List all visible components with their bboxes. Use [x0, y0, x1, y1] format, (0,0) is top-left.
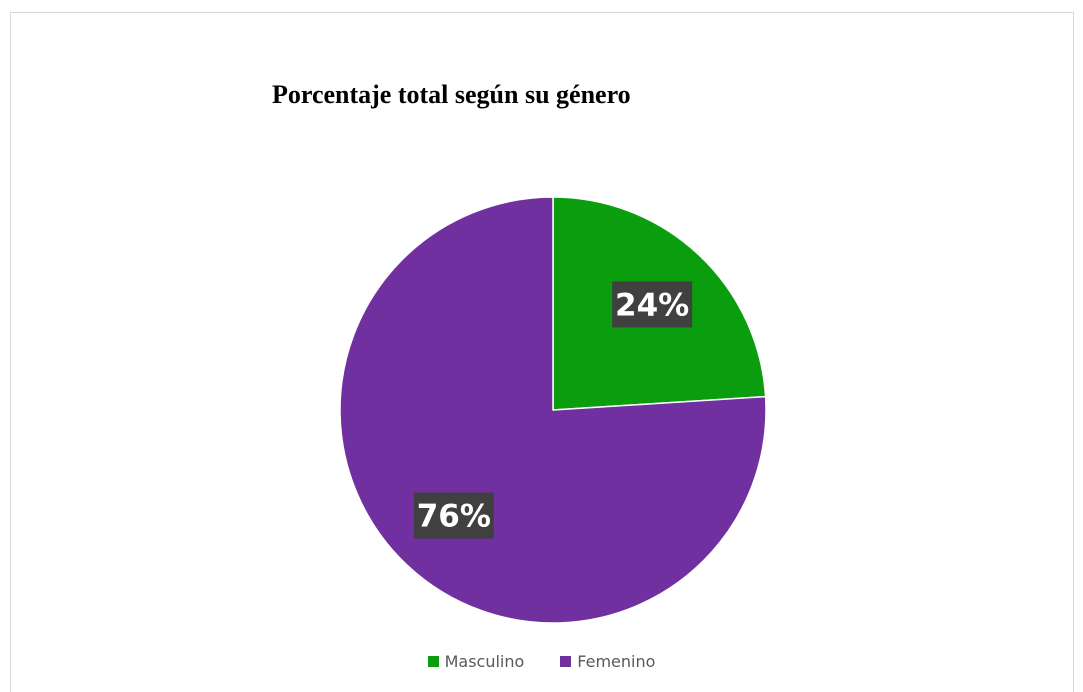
- data-label-box: [413, 492, 494, 539]
- chart-title: Porcentaje total según su género: [272, 80, 631, 109]
- data-label-text: 76%: [417, 499, 491, 535]
- legend-item-femenino: Femenino: [560, 652, 655, 671]
- legend-swatch-femenino: [560, 656, 572, 667]
- legend-label-femenino: Femenino: [577, 652, 656, 671]
- data-label-box: [612, 281, 693, 328]
- data-label-masculino: 24%: [612, 281, 693, 328]
- data-label-text: 24%: [615, 287, 689, 323]
- legend: Masculino Femenino: [0, 652, 1083, 671]
- legend-swatch-masculino: [427, 656, 439, 667]
- legend-item-masculino: Masculino: [427, 652, 525, 671]
- legend-label-masculino: Masculino: [444, 652, 525, 671]
- data-label-femenino: 76%: [413, 492, 494, 539]
